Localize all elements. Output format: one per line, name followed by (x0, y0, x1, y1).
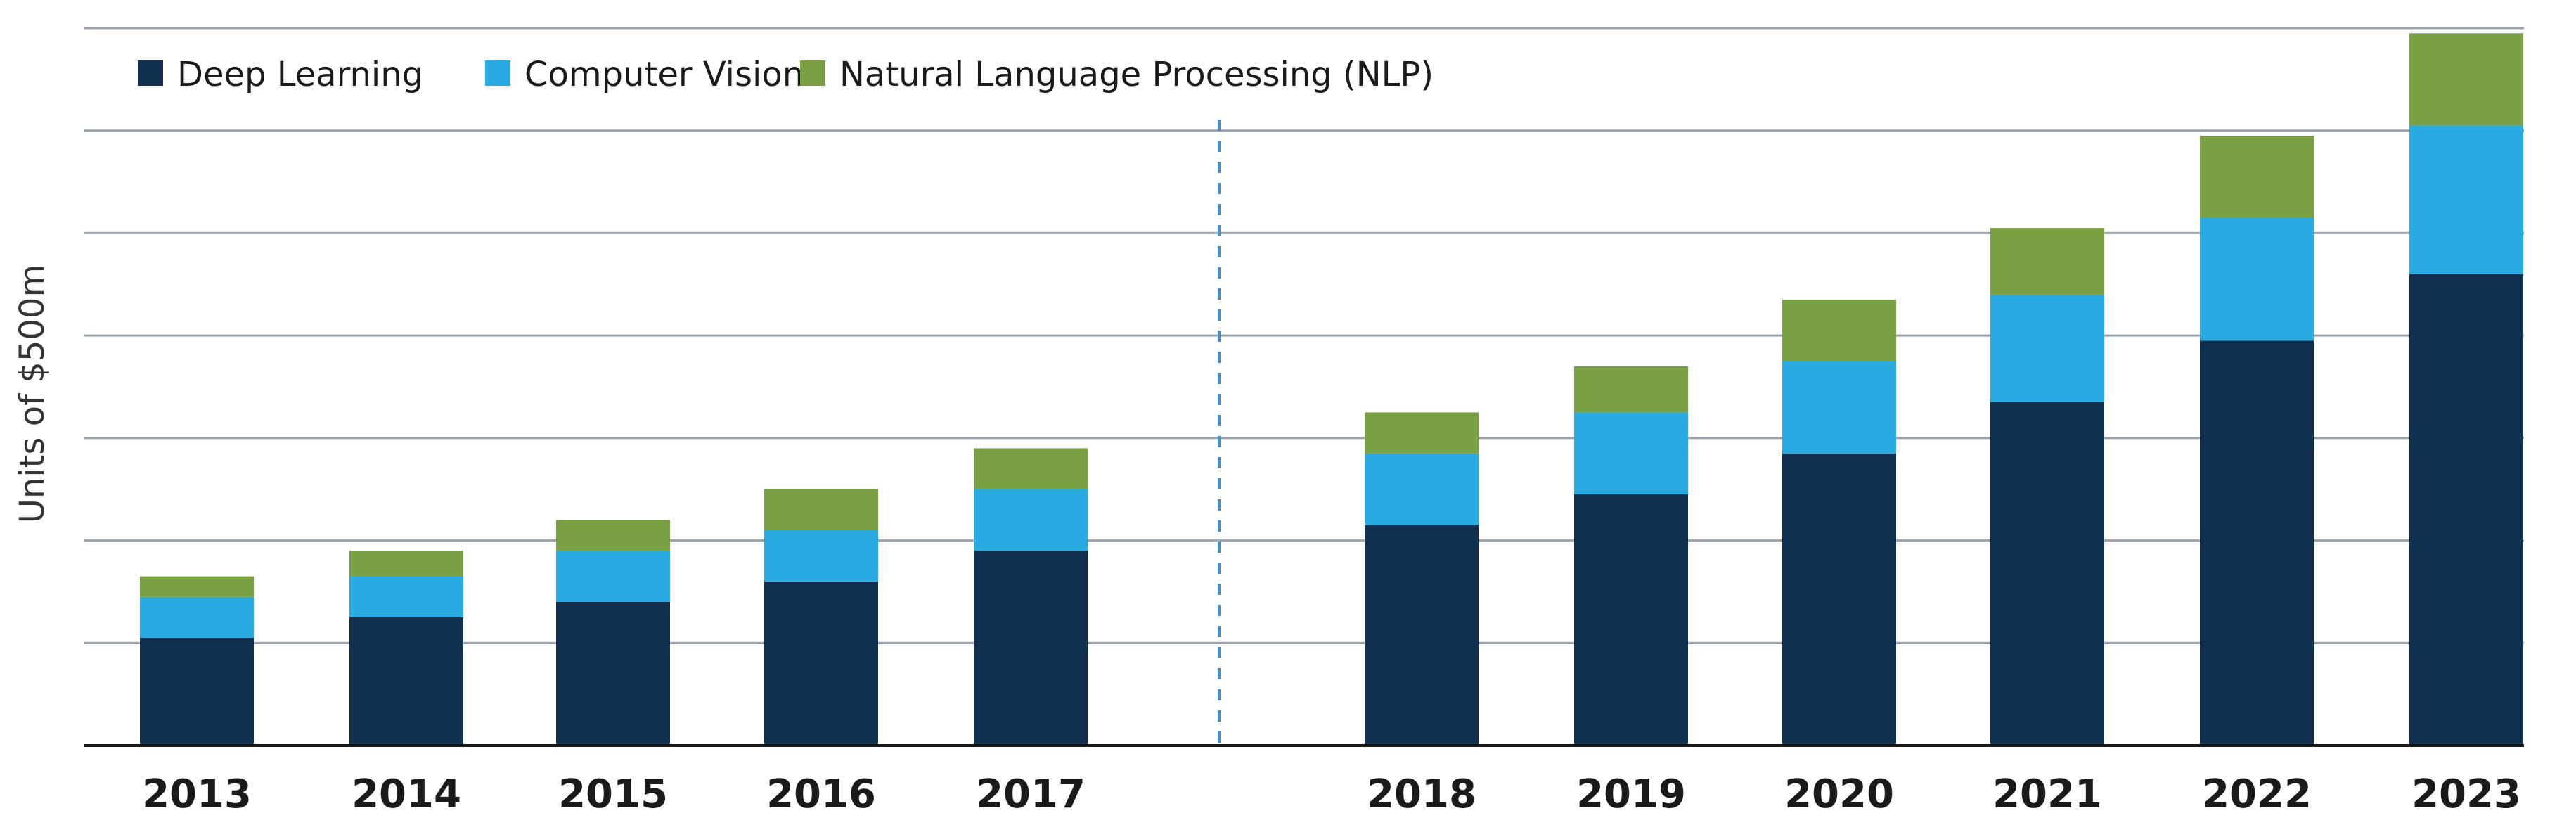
bar-segment-natural-language-processing-nlp-2021 (1990, 228, 2104, 295)
bar-segment-computer-vision-2018 (1365, 453, 1479, 525)
bar-segment-deep-learning-2020 (1782, 453, 1896, 745)
x-tick-label-2022: 2022 (2202, 772, 2312, 817)
bar-segment-natural-language-processing-nlp-2018 (1365, 412, 1479, 454)
bar-segment-deep-learning-2017 (974, 551, 1088, 745)
bar-segment-deep-learning-2021 (1990, 402, 2104, 745)
bar-segment-computer-vision-2014 (349, 576, 463, 617)
legend-label-deep-learning: Deep Learning (177, 55, 423, 94)
x-tick-label-2021: 2021 (1992, 772, 2102, 817)
bar-segment-natural-language-processing-nlp-2013 (140, 576, 254, 597)
bar-segment-natural-language-processing-nlp-2017 (974, 448, 1088, 489)
bar-segment-deep-learning-2016 (764, 581, 878, 745)
bar-segment-computer-vision-2023 (2409, 125, 2523, 274)
legend-swatch-deep-learning (138, 60, 163, 86)
x-tick-label-2019: 2019 (1576, 772, 1686, 817)
legend-swatch-natural-language-processing-nlp (800, 60, 825, 86)
bar-segment-computer-vision-2016 (764, 530, 878, 582)
bar-segment-natural-language-processing-nlp-2014 (349, 551, 463, 577)
bar-segment-deep-learning-2013 (140, 638, 254, 745)
legend-label-computer-vision: Computer Vision (524, 55, 804, 94)
bar-segment-deep-learning-2019 (1574, 494, 1688, 745)
bar-segment-computer-vision-2017 (974, 489, 1088, 551)
bar-segment-computer-vision-2019 (1574, 412, 1688, 494)
axes (84, 120, 2524, 747)
x-tick-label-2016: 2016 (766, 772, 876, 817)
legend-swatch-computer-vision (485, 60, 510, 86)
x-tick-label-2017: 2017 (976, 772, 1086, 817)
x-tick-label-2014: 2014 (352, 772, 461, 817)
bar-segment-natural-language-processing-nlp-2016 (764, 489, 878, 530)
bar-segment-computer-vision-2015 (556, 551, 670, 602)
x-tick-labels: 2013 2014 2015 2016 2017 2018 2019 2020 2021 2022… (142, 772, 2521, 817)
bar-segment-natural-language-processing-nlp-2023 (2409, 33, 2523, 126)
bar-segment-natural-language-processing-nlp-2022 (2200, 136, 2314, 218)
bar-segment-natural-language-processing-nlp-2015 (556, 520, 670, 551)
bar-segment-deep-learning-2022 (2200, 340, 2314, 745)
bar-segment-computer-vision-2022 (2200, 217, 2314, 341)
x-tick-label-2013: 2013 (142, 772, 252, 817)
legend-label-natural-language-processing-nlp: Natural Language Processing (NLP) (839, 55, 1434, 94)
x-tick-label-2018: 2018 (1367, 772, 1476, 817)
bars (140, 33, 2523, 745)
bar-segment-deep-learning-2023 (2409, 274, 2523, 745)
legend: Deep Learning Computer Vision Natural Lang… (138, 55, 1434, 94)
bar-segment-computer-vision-2021 (1990, 294, 2104, 402)
x-tick-label-2023: 2023 (2411, 772, 2521, 817)
gridlines (84, 27, 2524, 644)
bar-segment-natural-language-processing-nlp-2020 (1782, 300, 1896, 361)
bar-segment-deep-learning-2018 (1365, 525, 1479, 745)
bar-segment-natural-language-processing-nlp-2019 (1574, 366, 1688, 413)
x-tick-label-2015: 2015 (558, 772, 668, 817)
bar-segment-deep-learning-2014 (349, 617, 463, 745)
bar-segment-deep-learning-2015 (556, 602, 670, 745)
bar-segment-computer-vision-2013 (140, 596, 254, 638)
x-tick-label-2020: 2020 (1784, 772, 1894, 817)
bar-segment-computer-vision-2020 (1782, 361, 1896, 454)
y-axis-label: Units of $500m (13, 264, 52, 523)
